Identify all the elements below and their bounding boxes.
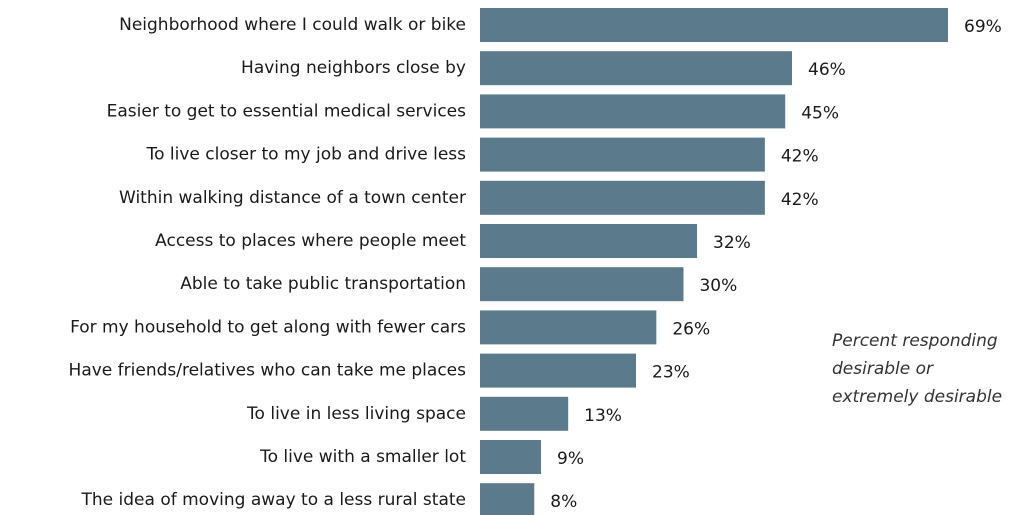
value-label: 42% [781,190,819,210]
value-label: 46% [808,60,846,80]
category-label: To live in less living space [246,404,466,424]
bar [480,483,535,515]
value-label: 13% [584,406,622,426]
category-label: Within walking distance of a town center [119,188,466,208]
category-label: Having neighbors close by [241,58,466,78]
category-label: Neighborhood where I could walk or bike [119,15,466,35]
bar [480,353,636,388]
bar [480,267,684,302]
category-label: To live with a smaller lot [259,447,466,467]
value-label: 9% [557,449,584,469]
value-label: 23% [652,363,690,383]
value-label: 26% [672,319,710,339]
bar [480,396,569,431]
value-label: 32% [713,233,751,253]
annotation: desirable or [832,359,934,379]
bar [480,94,786,129]
value-label: 69% [964,17,1002,37]
category-label: The idea of moving away to a less rural … [81,490,466,510]
category-label: For my household to get along with fewer… [70,317,466,337]
value-label: 42% [781,147,819,167]
bar [480,137,765,172]
value-label: 8% [550,492,577,512]
bar [480,440,542,474]
annotation: extremely desirable [832,387,1002,407]
value-label: 45% [801,103,839,123]
category-label: Access to places where people meet [155,231,466,251]
bar [480,310,657,345]
bar [480,224,698,258]
category-label: Able to take public transportation [180,274,466,294]
category-label: Easier to get to essential medical servi… [107,101,467,121]
value-label: 30% [699,276,737,296]
category-label: Have friends/relatives who can take me p… [69,361,467,381]
bar [480,8,948,42]
annotation: Percent responding [832,331,998,351]
bar [480,51,792,86]
bar [480,180,765,215]
category-label: To live closer to my job and drive less [146,145,467,165]
